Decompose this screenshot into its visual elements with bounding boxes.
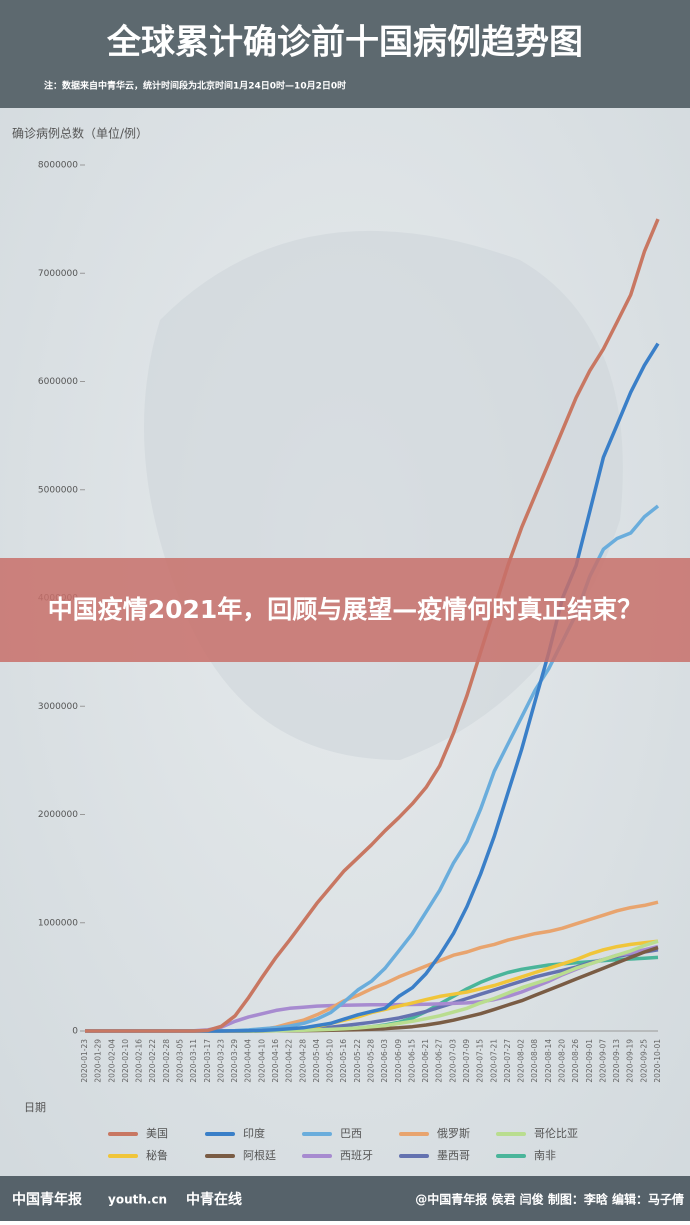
x-tick-label: 2020-04-04 [244, 1039, 253, 1083]
x-tick-label: 2020-06-03 [380, 1039, 389, 1083]
x-tick-label: 2020-05-22 [353, 1039, 362, 1083]
x-tick-label: 2020-09-25 [639, 1039, 648, 1083]
x-tick-label: 2020-03-05 [176, 1039, 185, 1083]
legend-label: 哥伦比亚 [534, 1126, 578, 1140]
legend-label: 秘鲁 [146, 1148, 168, 1162]
footer-logo: 中青在线 [186, 1191, 242, 1208]
x-tick-label: 2020-09-01 [585, 1039, 594, 1083]
x-tick-label: 2020-06-09 [394, 1039, 403, 1083]
y-axis-label: 确诊病例总数（单位/例） [12, 126, 148, 141]
x-tick-label: 2020-03-11 [189, 1039, 198, 1083]
x-tick-label: 2020-04-28 [298, 1039, 307, 1083]
x-tick-label: 2020-02-04 [107, 1039, 116, 1083]
chart-subtitle: 注：数据来自中青华云，统计时间段为北京时间1月24日0时—10月2日0时 [44, 80, 346, 92]
x-tick-label: 2020-02-22 [148, 1039, 157, 1083]
x-axis-label: 日期 [24, 1101, 46, 1114]
x-tick-label: 2020-07-03 [448, 1039, 457, 1083]
x-tick-label: 2020-02-16 [135, 1039, 144, 1083]
y-tick-label: 2000000 [38, 810, 78, 820]
x-tick-label: 2020-08-08 [530, 1039, 539, 1083]
x-tick-label: 2020-02-10 [121, 1039, 130, 1083]
x-tick-label: 2020-08-20 [558, 1039, 567, 1083]
x-tick-label: 2020-09-13 [612, 1039, 621, 1083]
banner-box: 中国疫情2021年，回顾与展望—疫情何时真正结束？ [47, 594, 643, 624]
footer [0, 1176, 690, 1221]
x-tick-label: 2020-04-10 [257, 1039, 266, 1083]
x-tick-label: 2020-06-21 [421, 1039, 430, 1083]
y-tick-label: 5000000 [38, 485, 78, 495]
legend-label: 墨西哥 [437, 1149, 470, 1162]
x-tick-label: 2020-06-15 [407, 1039, 416, 1083]
legend-label: 西班牙 [340, 1149, 373, 1162]
x-tick-label: 2020-04-22 [285, 1039, 294, 1083]
legend-label: 阿根廷 [243, 1148, 276, 1162]
y-tick-label: 1000000 [38, 918, 78, 928]
x-tick-label: 2020-07-09 [462, 1039, 471, 1083]
x-tick-label: 2020-09-07 [598, 1039, 607, 1083]
header [0, 0, 690, 108]
x-tick-label: 2020-07-15 [476, 1039, 485, 1083]
banner-bg [0, 558, 690, 662]
footer-logo: youth.cn [108, 1193, 167, 1207]
x-tick-label: 2020-07-21 [489, 1039, 498, 1083]
x-tick-label: 2020-08-02 [517, 1039, 526, 1083]
legend-label: 巴西 [340, 1127, 362, 1140]
x-tick-label: 2020-05-28 [367, 1039, 376, 1083]
x-tick-label: 2020-04-16 [271, 1039, 280, 1083]
y-tick-label: 7000000 [38, 269, 78, 279]
x-tick-label: 2020-09-19 [626, 1039, 635, 1083]
footer-credit: @中国青年报 侯君 闫俊 制图：李晗 编辑：马子倩 [415, 1192, 684, 1207]
x-tick-label: 2020-08-26 [571, 1039, 580, 1083]
x-tick-label: 2020-05-10 [326, 1039, 335, 1083]
legend-label: 印度 [243, 1126, 265, 1140]
x-tick-label: 2020-05-16 [339, 1039, 348, 1083]
y-tick-label: 8000000 [38, 161, 78, 171]
y-tick-label: 6000000 [38, 377, 78, 387]
x-tick-label: 2020-01-23 [80, 1039, 89, 1083]
x-tick-label: 2020-05-04 [312, 1039, 321, 1083]
x-tick-label: 2020-03-17 [203, 1039, 212, 1083]
footer-logo: 中国青年报 [12, 1191, 82, 1208]
y-tick-label: 3000000 [38, 702, 78, 712]
x-tick-label: 2020-06-27 [435, 1039, 444, 1083]
x-tick-label: 2020-07-27 [503, 1039, 512, 1083]
legend-label: 俄罗斯 [437, 1127, 470, 1140]
y-tick-label: 0 [72, 1027, 78, 1037]
chart-title: 全球累计确诊前十国病例趋势图 [106, 23, 583, 63]
x-tick-label: 2020-02-28 [162, 1039, 171, 1083]
legend-label: 美国 [146, 1127, 168, 1140]
series-line [85, 218, 660, 1033]
x-tick-label: 2020-10-01 [653, 1039, 662, 1083]
x-tick-label: 2020-01-29 [94, 1039, 103, 1083]
x-tick-label: 2020-03-23 [216, 1039, 225, 1083]
banner-text: 中国疫情2021年，回顾与展望—疫情何时真正结束？ [47, 594, 643, 624]
x-tick-label: 2020-08-14 [544, 1039, 553, 1083]
legend-label: 南非 [534, 1149, 556, 1162]
x-tick-label: 2020-03-29 [230, 1039, 239, 1083]
plot: 0100000020000003000000400000050000006000… [38, 161, 662, 1083]
